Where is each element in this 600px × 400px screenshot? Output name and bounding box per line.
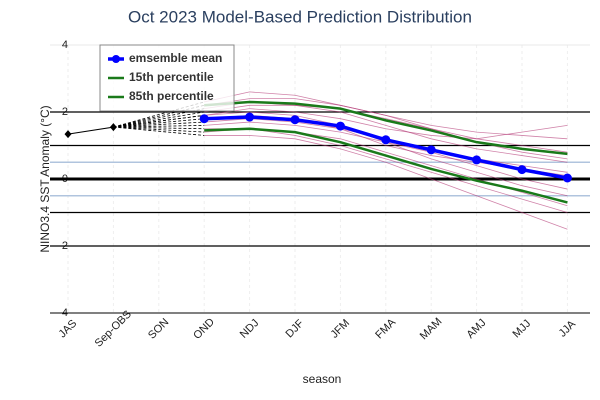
y-tick-label: 4 bbox=[62, 39, 68, 51]
x-tick-label: JAS bbox=[57, 318, 80, 341]
member-line bbox=[204, 98, 568, 160]
series-marker bbox=[245, 112, 255, 122]
legend-marker bbox=[112, 55, 120, 63]
series-marker bbox=[562, 173, 572, 183]
observed-marker bbox=[109, 123, 117, 132]
connector bbox=[113, 121, 205, 128]
connector bbox=[113, 101, 205, 128]
connector bbox=[113, 126, 205, 136]
series-marker bbox=[381, 135, 391, 145]
series-marker bbox=[335, 121, 345, 131]
chart-title: Oct 2023 Model-Based Prediction Distribu… bbox=[128, 7, 472, 26]
legend-label: 85th percentile bbox=[129, 89, 214, 103]
x-tick-label: DJF bbox=[284, 317, 307, 340]
x-tick-label: SON bbox=[146, 316, 171, 341]
connector bbox=[113, 111, 205, 128]
x-tick-label: MJJ bbox=[511, 318, 534, 341]
x-axis-title: season bbox=[303, 372, 342, 386]
series-marker bbox=[426, 145, 436, 155]
series-line bbox=[204, 100, 568, 156]
x-tick-label: FMA bbox=[373, 316, 398, 341]
series-marker bbox=[199, 114, 209, 124]
legend-label: 15th percentile bbox=[129, 70, 214, 84]
x-tick-label: JJA bbox=[557, 318, 579, 340]
x-tick-label: Sep-OBS bbox=[93, 308, 134, 349]
x-tick-label: NDJ bbox=[238, 317, 262, 341]
legend-label: emsemble mean bbox=[129, 51, 222, 65]
series-marker bbox=[472, 155, 482, 165]
series-line bbox=[204, 127, 568, 204]
legend: emsemble mean 15th percentile 85th percent… bbox=[99, 44, 235, 112]
x-tick-label: AMJ bbox=[465, 317, 489, 341]
connector bbox=[113, 118, 205, 128]
member-line bbox=[204, 108, 568, 140]
x-tick-label: OND bbox=[191, 316, 217, 342]
y-axis-title: NINO3.4 SST Anomaly (°C) bbox=[38, 105, 52, 252]
x-tick-label: MAM bbox=[418, 316, 445, 343]
member-line bbox=[204, 135, 568, 230]
observed-line bbox=[67, 126, 114, 135]
connector bbox=[113, 114, 205, 128]
connector bbox=[113, 108, 205, 128]
connector bbox=[113, 126, 205, 133]
connector bbox=[113, 126, 205, 130]
connector bbox=[113, 125, 205, 128]
series-marker bbox=[290, 115, 300, 125]
member-line bbox=[204, 104, 568, 153]
observed-marker bbox=[64, 130, 72, 139]
series-marker bbox=[517, 165, 527, 175]
x-tick-label: JFM bbox=[329, 317, 353, 341]
